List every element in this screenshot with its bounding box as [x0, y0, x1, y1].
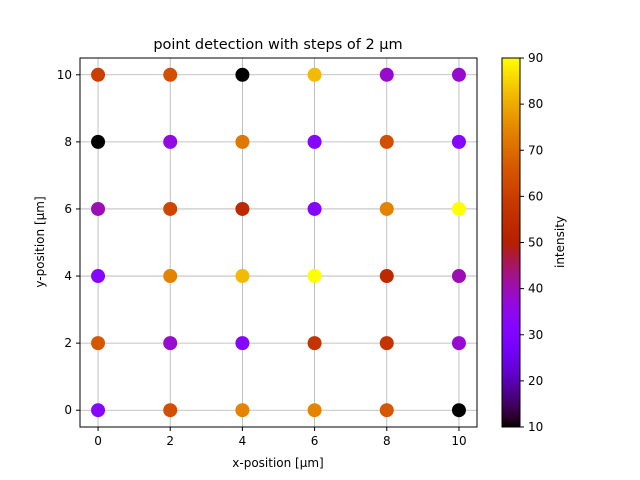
data-point	[91, 336, 106, 351]
data-point	[307, 269, 322, 284]
data-point	[163, 134, 178, 149]
y-tick-label: 0	[64, 403, 72, 417]
data-point	[307, 134, 322, 149]
data-point	[451, 269, 466, 284]
data-point	[91, 67, 106, 82]
colorbar-tick-label: 70	[528, 143, 543, 157]
data-point	[235, 134, 250, 149]
data-point	[163, 269, 178, 284]
data-point	[379, 269, 394, 284]
data-point	[451, 67, 466, 82]
data-point	[451, 336, 466, 351]
colorbar-tick-label: 30	[528, 328, 543, 342]
y-tick-label: 4	[64, 269, 72, 283]
data-point	[307, 403, 322, 418]
data-point	[379, 403, 394, 418]
colorbar-tick-label: 40	[528, 282, 543, 296]
data-point	[163, 403, 178, 418]
data-point	[379, 134, 394, 149]
x-axis-label: x-position [µm]	[232, 456, 323, 470]
y-tick-label: 8	[64, 135, 72, 149]
chart-title: point detection with steps of 2 µm	[153, 37, 402, 53]
data-point	[451, 201, 466, 216]
colorbar-tick-label: 20	[528, 374, 543, 388]
x-tick-label: 0	[94, 434, 102, 448]
colorbar	[502, 58, 520, 427]
y-tick-label: 10	[57, 68, 72, 82]
colorbar-label: intensity	[553, 216, 567, 268]
data-point	[307, 336, 322, 351]
data-point	[235, 269, 250, 284]
data-point	[451, 134, 466, 149]
y-axis-ticks: 0 2 4 6 8 10	[57, 68, 80, 417]
y-axis-label: y-position [µm]	[33, 196, 47, 287]
data-point	[91, 269, 106, 284]
colorbar-tick-label: 80	[528, 97, 543, 111]
data-point	[91, 201, 106, 216]
data-point	[235, 201, 250, 216]
data-point	[307, 67, 322, 82]
data-point	[307, 201, 322, 216]
x-tick-label: 2	[166, 434, 174, 448]
data-point	[235, 336, 250, 351]
data-point	[235, 67, 250, 82]
grid-lines	[80, 58, 477, 427]
data-point	[91, 134, 106, 149]
plot-frame	[79, 57, 478, 428]
colorbar-tick-label: 10	[528, 420, 543, 434]
data-point	[91, 403, 106, 418]
x-tick-label: 8	[383, 434, 391, 448]
x-tick-label: 10	[451, 434, 466, 448]
x-tick-label: 6	[311, 434, 319, 448]
data-point	[451, 403, 466, 418]
data-point	[379, 67, 394, 82]
data-point	[163, 201, 178, 216]
colorbar-ticks: 10 20 30 40 50 60 70 80 90	[520, 51, 543, 434]
data-point	[379, 336, 394, 351]
x-axis-ticks: 0 2 4 6 8 10	[94, 427, 467, 448]
data-point	[163, 67, 178, 82]
x-tick-label: 4	[239, 434, 247, 448]
colorbar-tick-label: 90	[528, 51, 543, 65]
data-points	[91, 67, 466, 418]
y-tick-label: 2	[64, 336, 72, 350]
colorbar-tick-label: 50	[528, 236, 543, 250]
data-point	[163, 336, 178, 351]
data-point	[235, 403, 250, 418]
colorbar-tick-label: 60	[528, 189, 543, 203]
y-tick-label: 6	[64, 202, 72, 216]
data-point	[379, 201, 394, 216]
